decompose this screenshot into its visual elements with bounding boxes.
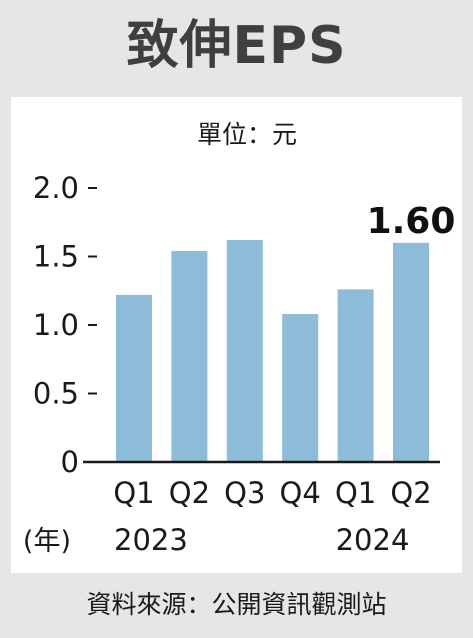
x-tick-label: Q4	[280, 476, 321, 510]
bar-q2-5	[393, 242, 429, 462]
y-tick-label: 1.5	[33, 240, 79, 274]
bar-q1-4	[337, 289, 374, 462]
y-tick-label: 2.0	[33, 171, 79, 205]
x-tick-label: Q2	[390, 476, 431, 510]
chart-panel: 單位：元 0 0.5 1.0 1.5 2.0 Q1 Q2 Q3 Q4 Q1 Q2 (年) 2023 20…	[11, 97, 462, 573]
source-note: 資料來源：公開資訊觀測站	[86, 590, 387, 619]
y-tick-label: 1.0	[33, 308, 79, 342]
bar-q3-2	[226, 240, 263, 462]
year-axis-label: (年)	[23, 526, 71, 557]
x-axis-labels: Q1 Q2 Q3 Q4 Q1 Q2 (年) 2023 2024	[23, 476, 432, 557]
value-labels: 1.60	[367, 201, 456, 242]
x-tick-label: Q3	[224, 476, 265, 510]
value-label: 1.60	[367, 201, 456, 242]
x-tick-label: Q2	[169, 476, 210, 510]
bars	[116, 240, 429, 462]
y-tick-label: 0.5	[33, 377, 79, 411]
y-tick-label: 0	[61, 445, 79, 479]
bar-q2-1	[171, 251, 208, 462]
bar-q1-0	[116, 294, 152, 462]
x-tick-label: Q1	[335, 476, 376, 510]
chart-title: 致伸EPS	[126, 16, 347, 76]
year-label: 2023	[114, 523, 188, 557]
unit-label: 單位：元	[197, 120, 297, 149]
eps-bar-chart: 單位：元 0 0.5 1.0 1.5 2.0 Q1 Q2 Q3 Q4 Q1 Q2 (年) 2023 20…	[23, 120, 456, 557]
x-tick-label: Q1	[113, 476, 154, 510]
bar-q4-3	[282, 314, 319, 462]
year-label: 2024	[336, 523, 410, 557]
y-axis: 0 0.5 1.0 1.5 2.0	[33, 171, 97, 479]
